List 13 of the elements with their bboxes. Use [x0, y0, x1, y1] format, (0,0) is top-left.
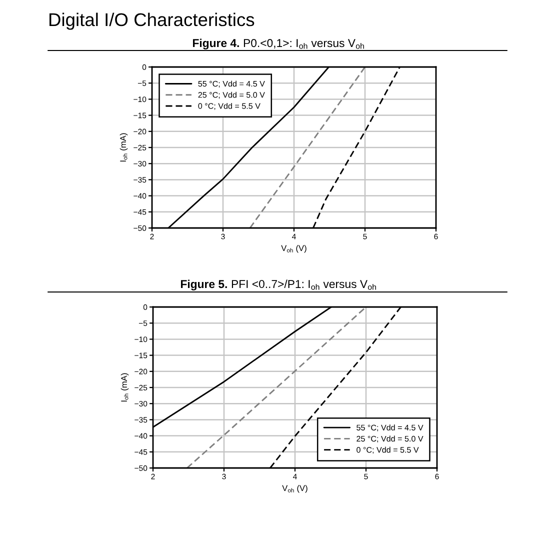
chart-title: Figure 5. PFI <0..7>/P1: I$_{oh}$ versus V$_{oh}$ — [180, 280, 376, 290]
chart-title: Figure 4. P0.<0,1>: I$_{oh}$ versus V$_{oh}$ — [193, 38, 364, 50]
legend-label: 55 °C; Vdd = 4.5 V — [356, 424, 424, 432]
x-axis-title: V$_{oh}$ (V) — [282, 484, 308, 493]
text: Digital I/O Characteristics — [50, 12, 254, 30]
y-axis-title: I$_{oh}$ (mA) — [120, 133, 128, 162]
legend-label: 0 °C; Vdd = 5.5 V — [356, 446, 419, 454]
legend-label: 25 °C; Vdd = 5.0 V — [356, 436, 424, 443]
y-axis-title: I$_{oh}$ (mA) — [120, 373, 129, 402]
legend-label: 25 °C; Vdd = 5.0 V — [198, 92, 265, 99]
x-axis-title: V$_{oh}$ (V) — [281, 244, 306, 253]
legend-label: 55 °C; Vdd = 4.5 V — [198, 80, 265, 88]
legend-label: 0 °C; Vdd = 5.5 V — [198, 102, 260, 110]
